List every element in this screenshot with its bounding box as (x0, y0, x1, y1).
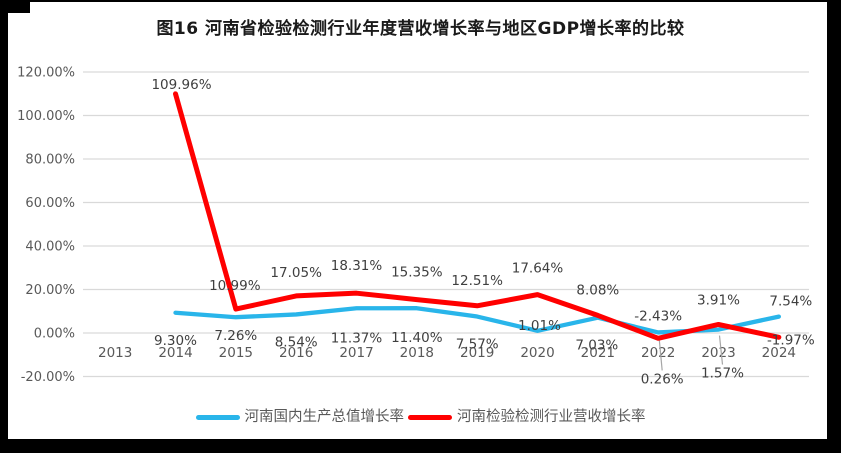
data-label: 11.37% (331, 330, 383, 346)
x-axis-label: 2023 (701, 345, 735, 361)
x-axis-label: 2022 (641, 345, 675, 361)
chart-title: 图16 河南省检验检测行业年度营收增长率与地区GDP增长率的比较 (156, 19, 685, 39)
series-line-gdp-growth (173, 306, 781, 335)
data-label: 7.26% (214, 328, 257, 344)
data-label: 17.64% (512, 261, 564, 277)
legend-label: 河南国内生产总值增长率 (244, 408, 405, 425)
legend-swatch-gdp (195, 414, 240, 420)
legend-label: 河南检验检测行业营收增长率 (457, 408, 646, 425)
legend-item-industry: 河南检验检测行业营收增长率 (408, 410, 646, 425)
scan-edge-top (0, 0, 841, 2)
x-axis-label: 2020 (520, 345, 554, 361)
data-label: 1.01% (518, 318, 561, 334)
y-axis-tick-label: 60.00% (25, 196, 75, 211)
data-label: 17.05% (270, 265, 322, 281)
y-axis-tick-label: 100.00% (17, 109, 75, 124)
y-axis-tick-label: 40.00% (25, 240, 75, 255)
y-axis-tick-label: 120.00% (17, 66, 75, 81)
data-label: 11.40% (391, 330, 443, 346)
data-label: -2.43% (634, 308, 682, 324)
label-leader-line (658, 338, 663, 371)
label-leader-line (718, 335, 724, 365)
scan-edge-left (0, 0, 8, 453)
y-axis-tick-label: 20.00% (25, 283, 75, 298)
data-label: 0.26% (641, 371, 684, 387)
data-label: 7.03% (575, 338, 618, 354)
y-axis-tick-label: -20.00% (21, 370, 75, 385)
data-label: 18.31% (331, 258, 383, 274)
x-axis-label: 2014 (158, 345, 192, 361)
data-label: 1.57% (701, 366, 744, 382)
data-label: 9.30% (154, 333, 197, 349)
data-label: 8.08% (576, 282, 619, 298)
x-axis-label: 2024 (762, 345, 796, 361)
x-axis-label: 2013 (98, 345, 132, 361)
y-axis-tick-label: 0.00% (34, 327, 75, 342)
x-axis-label: 2016 (279, 345, 313, 361)
data-label: 8.54% (275, 334, 318, 350)
scan-edge-right (827, 0, 841, 453)
x-axis-label: 2015 (219, 345, 253, 361)
scan-edge-bottom (0, 439, 841, 453)
chart-legend: 河南国内生产总值增长率 河南检验检测行业营收增长率 (0, 405, 841, 429)
data-label: 7.54% (769, 294, 812, 310)
legend-item-gdp: 河南国内生产总值增长率 (195, 408, 405, 425)
legend-swatch-industry (408, 414, 452, 420)
x-axis-label: 2017 (339, 345, 373, 361)
data-label: 7.57% (456, 337, 499, 353)
data-label: 12.51% (451, 273, 503, 289)
data-label: 10.99% (209, 278, 261, 294)
data-label: 3.91% (697, 292, 740, 308)
data-label: -1.97% (767, 332, 815, 348)
x-axis-label: 2021 (581, 345, 615, 361)
x-axis-label: 2018 (400, 345, 434, 361)
x-axis-label: 2019 (460, 345, 494, 361)
y-axis-tick-label: 80.00% (25, 153, 75, 168)
data-label: 15.35% (391, 265, 443, 281)
series-line-industry-revenue-growth (173, 91, 782, 341)
data-label: 109.96% (151, 77, 211, 93)
